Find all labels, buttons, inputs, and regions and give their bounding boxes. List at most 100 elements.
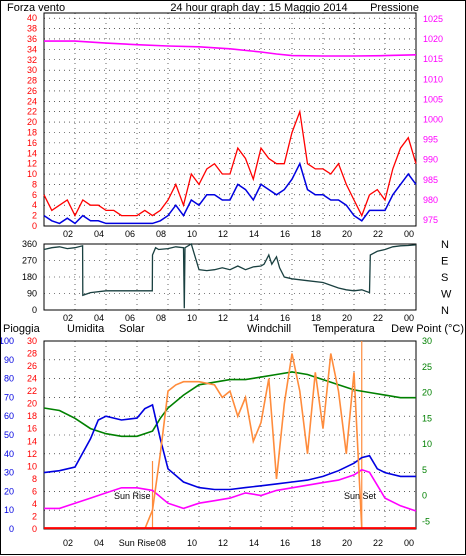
wind-x-tick: 06 — [125, 229, 135, 239]
pioggia-y-tick: 60 — [4, 411, 14, 421]
dir-x-tick: 00 — [404, 313, 414, 323]
umidita-y-tick: 26 — [27, 361, 37, 371]
wind-x-tick: 20 — [342, 229, 352, 239]
wind-y-tick: 38 — [27, 24, 37, 34]
dir-x-tick: 14 — [249, 313, 259, 323]
temperatura-line — [43, 371, 416, 438]
wind-x-tick: 22 — [373, 229, 383, 239]
pressure-y-tick: 990 — [423, 155, 438, 165]
solar-line — [144, 353, 363, 530]
umidita-y-tick: 14 — [27, 436, 37, 446]
temperature-y-tick: 0 — [422, 491, 427, 501]
wind-y-tick: 4 — [32, 200, 37, 210]
umidita-y-tick: 28 — [27, 349, 37, 359]
temp-x-tick: 00 — [404, 538, 414, 548]
umidita-y-tick: 2 — [32, 511, 37, 521]
pioggia-y-tick: 100 — [1, 336, 14, 346]
dir-compass-label: E — [441, 256, 448, 268]
pioggia-y-tick: 10 — [4, 505, 14, 515]
dir-x-tick: 06 — [125, 313, 135, 323]
temp-x-tick: 20 — [342, 538, 352, 548]
wind-x-tick: 12 — [218, 229, 228, 239]
umidita-y-tick: 6 — [32, 486, 37, 496]
header-forza-vento: Forza vento — [7, 2, 65, 14]
label-umidita: Umidita — [67, 323, 105, 335]
pressure-y-tick: 1005 — [423, 94, 443, 104]
pioggia-y-tick: 30 — [4, 468, 14, 478]
dir-x-tick: 22 — [373, 313, 383, 323]
dir-compass-label: N — [441, 239, 449, 251]
wind-y-tick: 18 — [27, 127, 37, 137]
wind-x-tick: 14 — [249, 229, 259, 239]
pressure-y-tick: 1010 — [423, 74, 443, 84]
wind-y-tick: 0 — [32, 221, 37, 231]
wind-y-tick: 20 — [27, 117, 37, 127]
wind-y-tick: 30 — [27, 65, 37, 75]
temperature-y-tick: -5 — [422, 516, 430, 526]
wind-y-tick: 10 — [27, 169, 37, 179]
pioggia-y-tick: 90 — [4, 355, 14, 365]
umidita-line — [43, 403, 416, 491]
dir-x-tick: 20 — [342, 313, 352, 323]
wind-y-tick: 32 — [27, 55, 37, 65]
pressure-y-tick: 1025 — [423, 14, 443, 24]
pressure-y-tick: 1015 — [423, 54, 443, 64]
temp-x-tick: Sun Rise — [119, 538, 156, 548]
umidita-y-tick: 4 — [32, 499, 37, 509]
wind-y-tick: 36 — [27, 34, 37, 44]
wind-x-tick: 16 — [280, 229, 290, 239]
dir-compass-label: S — [441, 272, 448, 284]
dir-x-tick: 12 — [218, 313, 228, 323]
wind-x-tick: 18 — [311, 229, 321, 239]
pioggia-y-tick: 50 — [4, 430, 14, 440]
header-title: 24 hour graph day : 15 Maggio 2014 — [170, 2, 347, 14]
temperature-y-tick: 10 — [422, 439, 432, 449]
wind-y-tick: 26 — [27, 86, 37, 96]
pressure-y-tick: 995 — [423, 135, 438, 145]
temp-x-tick: 14 — [249, 538, 259, 548]
sunrise-label: Sun Rise — [114, 491, 151, 501]
dir-compass-label: W — [441, 289, 452, 301]
pressure-y-tick: 1000 — [423, 115, 443, 125]
temp-x-tick: 02 — [63, 538, 73, 548]
umidita-y-tick: 20 — [27, 399, 37, 409]
wind-y-tick: 8 — [32, 179, 37, 189]
wind-y-tick: 12 — [27, 159, 37, 169]
label-dew-point: Dew Point (°C) — [391, 323, 464, 335]
temp-x-tick: 08 — [156, 538, 166, 548]
pioggia-y-tick: 70 — [4, 392, 14, 402]
temp-x-tick: 22 — [373, 538, 383, 548]
pioggia-y-tick: 40 — [4, 449, 14, 459]
wind-y-tick: 34 — [27, 44, 37, 54]
wind-direction-line — [43, 243, 417, 309]
header-pressione: Pressione — [370, 2, 419, 14]
dir-y-tick: 0 — [32, 305, 37, 315]
pressure-y-tick: 985 — [423, 175, 438, 185]
label-solar: Solar — [119, 323, 145, 335]
temp-x-tick: 16 — [280, 538, 290, 548]
wind-y-tick: 6 — [32, 190, 37, 200]
wind-y-tick: 14 — [27, 148, 37, 158]
wind-avg-line — [43, 161, 417, 225]
dir-x-tick: 10 — [187, 313, 197, 323]
dir-y-tick: 180 — [22, 272, 37, 282]
dir-x-tick: 16 — [280, 313, 290, 323]
wind-gust-line — [43, 109, 417, 218]
dir-compass-label: N — [441, 305, 449, 317]
wind-y-tick: 28 — [27, 76, 37, 86]
pioggia-y-tick: 80 — [4, 374, 14, 384]
dir-y-tick: 360 — [22, 239, 37, 249]
dir-y-tick: 90 — [27, 289, 37, 299]
pressure-line — [44, 40, 417, 57]
dir-x-tick: 02 — [63, 313, 73, 323]
wind-y-tick: 24 — [27, 96, 37, 106]
wind-y-tick: 40 — [27, 13, 37, 23]
umidita-y-tick: 30 — [27, 336, 37, 346]
wind-x-tick: 00 — [404, 229, 414, 239]
temperature-y-tick: 25 — [422, 362, 432, 372]
temperature-y-tick: 5 — [422, 465, 427, 475]
dew-point-line — [44, 468, 417, 512]
umidita-y-tick: 16 — [27, 424, 37, 434]
